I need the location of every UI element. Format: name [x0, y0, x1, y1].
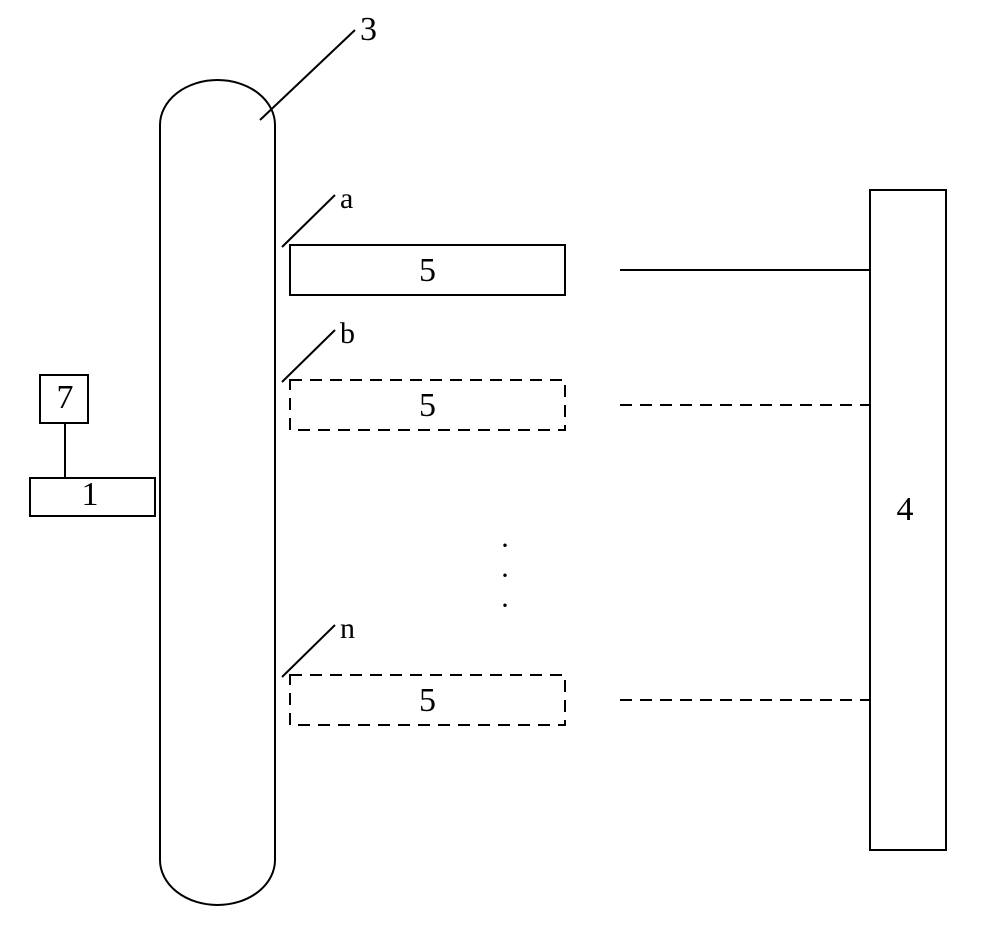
leader-a: [282, 195, 335, 247]
leader-n: [282, 625, 335, 677]
ellipsis-dot-0: ·: [500, 529, 510, 562]
ellipsis-dot-1: ·: [500, 559, 510, 592]
label-7: 7: [57, 379, 74, 416]
arrow-a-inner: [605, 263, 616, 277]
arrow-a: [592, 259, 620, 281]
label-5-a: 5: [419, 252, 436, 289]
arrow-b: [592, 394, 620, 416]
arrow-n-inner: [605, 693, 616, 707]
arrow-n: [592, 689, 620, 711]
label-4: 4: [897, 491, 914, 528]
label-1: 1: [82, 476, 99, 513]
leader-3: [260, 30, 355, 120]
label-3: 3: [360, 11, 377, 48]
arrow-b-inner: [605, 398, 616, 412]
label-5-n: 5: [419, 682, 436, 719]
label-a: a: [340, 182, 353, 215]
label-n: n: [340, 612, 355, 645]
label-b: b: [340, 317, 355, 350]
leader-b: [282, 330, 335, 382]
label-5-b: 5: [419, 387, 436, 424]
vessel-body: [160, 80, 275, 905]
ellipsis-dot-2: ·: [500, 589, 510, 622]
